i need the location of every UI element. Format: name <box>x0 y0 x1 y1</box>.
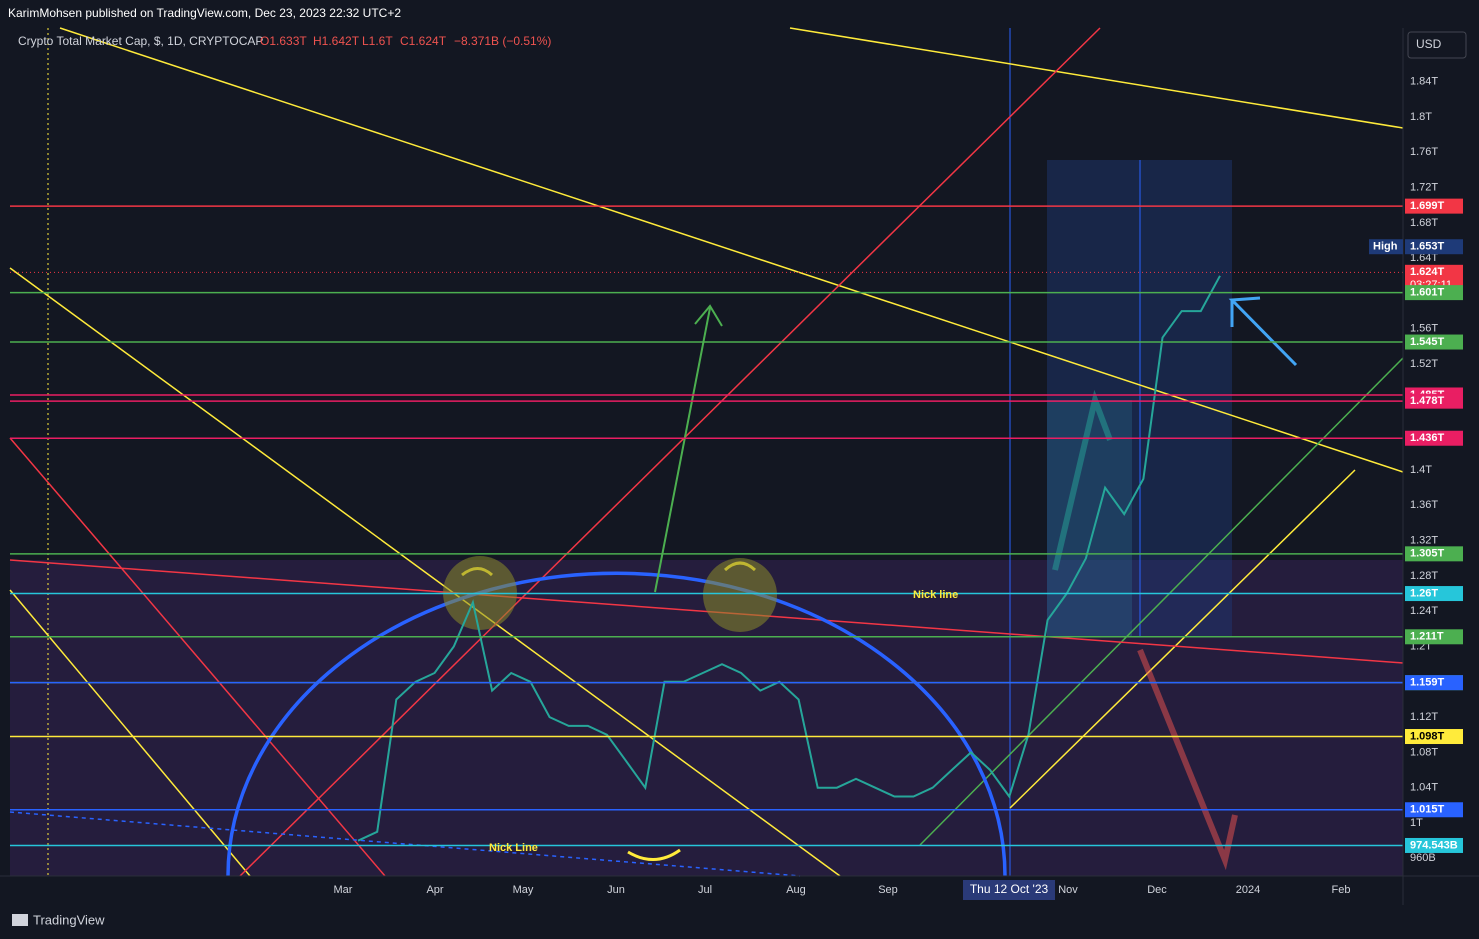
symbol: Crypto Total Market Cap, $, 1D, CRYPTOCA… <box>18 34 263 48</box>
price-label-box <box>1405 629 1463 645</box>
price-tick-label: 1.4T <box>1410 464 1432 476</box>
time-tick-label: Nov <box>1058 884 1078 896</box>
price-label: 1.545T <box>1410 336 1445 348</box>
price-tick-label: 1.24T <box>1410 605 1438 617</box>
price-tick-label: 1.28T <box>1410 570 1438 582</box>
crosshair-date: Thu 12 Oct '23 <box>970 882 1049 896</box>
price-label: 1.305T <box>1410 548 1445 560</box>
price-label: 1.015T <box>1410 804 1445 816</box>
price-tick-label: 1.64T <box>1410 252 1438 264</box>
price-label: 1.159T <box>1410 677 1445 689</box>
price-label: 1.624T <box>1410 266 1445 278</box>
price-label: 1.699T <box>1410 200 1445 212</box>
price-label: 1.26T <box>1410 587 1438 599</box>
time-tick-label: Sep <box>878 884 898 896</box>
brand: TradingView <box>33 912 105 927</box>
price-tick-label: 1.52T <box>1410 358 1438 370</box>
price-tick-label: 1.8T <box>1410 111 1432 123</box>
price-label-box <box>1405 802 1463 818</box>
currency[interactable]: USD <box>1416 37 1442 51</box>
price-tick-label: 1.72T <box>1410 182 1438 194</box>
ohlc-change: −8.371B (−0.51%) <box>454 34 551 48</box>
publisher: KarimMohsen published on TradingView.com… <box>8 6 401 20</box>
ohlc-close: C1.624T <box>400 34 447 48</box>
currency-button[interactable] <box>1407 31 1467 59</box>
price-tick-label: 1.76T <box>1410 146 1438 158</box>
highlight-circle <box>703 558 777 632</box>
price-label-box <box>1405 837 1463 853</box>
price-label-box <box>1405 334 1463 350</box>
ohlc-low: L1.6T <box>362 34 393 48</box>
price-label: 1.478T <box>1410 395 1445 407</box>
price-label: 1.653T <box>1410 241 1445 253</box>
drawings <box>9 27 1404 877</box>
price-tick-label: 1T <box>1410 817 1423 829</box>
price-label: 1.436T <box>1410 432 1445 444</box>
price-label-box <box>1405 285 1463 301</box>
price-label-box <box>1405 586 1463 602</box>
shaded-zone <box>10 560 1403 876</box>
time-tick-label: Mar <box>334 884 353 896</box>
time-tick-label: Aug <box>786 884 806 896</box>
time-tick-label: Apr <box>426 884 443 896</box>
price-tick-label: 1.32T <box>1410 535 1438 547</box>
time-tick-label: Jul <box>698 884 712 896</box>
price-tick-label: 1.68T <box>1410 217 1438 229</box>
price-label-box <box>1405 430 1463 446</box>
annotation: Nick Line <box>489 842 538 854</box>
price-tick-label: 1.36T <box>1410 499 1438 511</box>
price-tick-label: 1.04T <box>1410 782 1438 794</box>
logo <box>12 914 28 926</box>
tag-box <box>1369 239 1403 255</box>
price-label: 1.211T <box>1410 631 1444 643</box>
tag: High <box>1373 241 1398 253</box>
price-tick-label: 960B <box>1410 852 1436 864</box>
price-label: 1.098T <box>1410 730 1445 742</box>
ohlc-high: H1.642T <box>313 34 360 48</box>
price-tick-label: 1.12T <box>1410 711 1438 723</box>
price-label-box <box>1405 675 1463 691</box>
time-tick-label: May <box>513 884 534 896</box>
time-tick-label: 2024 <box>1236 884 1260 896</box>
annotation: Nick line <box>913 589 958 601</box>
price-line <box>357 275 1221 842</box>
price-label-box <box>1405 393 1463 409</box>
price-label: 974.543B <box>1410 839 1458 851</box>
footer <box>0 905 1479 939</box>
time-tick-label: Jun <box>607 884 625 896</box>
price-tick-label: 1.56T <box>1410 323 1438 335</box>
measure-box <box>1047 400 1132 636</box>
time-tick-label: Feb <box>1332 884 1351 896</box>
price-axis <box>1403 28 1479 905</box>
price-label: 1.601T <box>1410 287 1445 299</box>
time-tick-label: Dec <box>1147 884 1167 896</box>
ohlc-open: O1.633T <box>260 34 307 48</box>
plot <box>10 205 1403 847</box>
price-tick-label: 1.84T <box>1410 76 1438 88</box>
crosshair-date-box <box>963 880 1055 900</box>
price-label-box <box>1405 239 1463 255</box>
price-label-box <box>1405 729 1463 745</box>
price-label-box <box>1405 198 1463 214</box>
price-label-box <box>1405 546 1463 562</box>
price-tick-label: 1.08T <box>1410 746 1438 758</box>
